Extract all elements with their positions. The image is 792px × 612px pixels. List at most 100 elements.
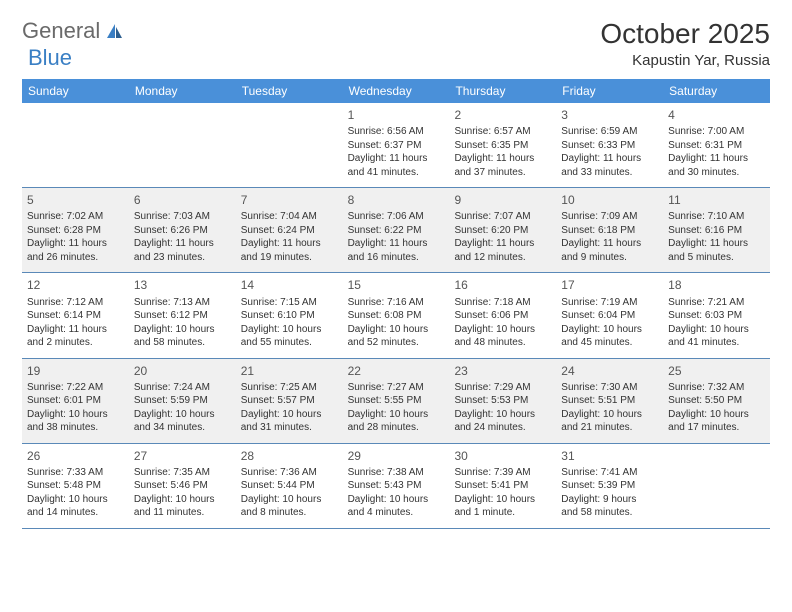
daylight1-text: Daylight: 10 hours: [27, 408, 124, 422]
day-number: 16: [454, 277, 551, 293]
sunrise-text: Sunrise: 7:36 AM: [241, 466, 338, 480]
day-cell: 6 Sunrise: 7:03 AMSunset: 6:26 PMDaylight…: [129, 188, 236, 272]
sunset-text: Sunset: 5:53 PM: [454, 394, 551, 408]
daylight2-text: and 30 minutes.: [668, 166, 765, 180]
daylight2-text: and 31 minutes.: [241, 421, 338, 435]
daylight1-text: Daylight: 11 hours: [348, 152, 445, 166]
sunset-text: Sunset: 5:46 PM: [134, 479, 231, 493]
daylight2-text: and 2 minutes.: [27, 336, 124, 350]
sunrise-text: Sunrise: 7:39 AM: [454, 466, 551, 480]
sunrise-text: Sunrise: 7:41 AM: [561, 466, 658, 480]
day-cell: 10Sunrise: 7:09 AMSunset: 6:18 PMDayligh…: [556, 188, 663, 272]
sunset-text: Sunset: 5:41 PM: [454, 479, 551, 493]
daylight1-text: Daylight: 10 hours: [27, 493, 124, 507]
day-cell: 26Sunrise: 7:33 AMSunset: 5:48 PMDayligh…: [22, 444, 129, 528]
sunset-text: Sunset: 6:14 PM: [27, 309, 124, 323]
day-number: 22: [348, 363, 445, 379]
sunset-text: Sunset: 6:10 PM: [241, 309, 338, 323]
day-cell: 3Sunrise: 6:59 AMSunset: 6:33 PMDaylight…: [556, 103, 663, 187]
sunset-text: Sunset: 5:43 PM: [348, 479, 445, 493]
sunset-text: Sunset: 5:51 PM: [561, 394, 658, 408]
day-cell: 5Sunrise: 7:02 AMSunset: 6:28 PMDaylight…: [22, 188, 129, 272]
day-cell: 2 Sunrise: 6:57 AMSunset: 6:35 PMDaylight…: [449, 103, 556, 187]
sunrise-text: Sunrise: 7:30 AM: [561, 381, 658, 395]
day-header-thu: Thursday: [449, 79, 556, 103]
daylight1-text: Daylight: 10 hours: [134, 408, 231, 422]
sunset-text: Sunset: 6:01 PM: [27, 394, 124, 408]
daylight1-text: Daylight: 11 hours: [241, 237, 338, 251]
sunset-text: Sunset: 6:04 PM: [561, 309, 658, 323]
day-number: 2: [454, 107, 551, 123]
day-cell: 29Sunrise: 7:38 AMSunset: 5:43 PMDayligh…: [343, 444, 450, 528]
sail-icon: [105, 22, 125, 40]
sunrise-text: Sunrise: 6:59 AM: [561, 125, 658, 139]
sunrise-text: Sunrise: 7:09 AM: [561, 210, 658, 224]
sunrise-text: Sunrise: 7:10 AM: [668, 210, 765, 224]
day-header-sun: Sunday: [22, 79, 129, 103]
daylight1-text: Daylight: 11 hours: [561, 237, 658, 251]
sunrise-text: Sunrise: 7:06 AM: [348, 210, 445, 224]
day-number: 20: [134, 363, 231, 379]
daylight1-text: Daylight: 10 hours: [134, 323, 231, 337]
sunrise-text: Sunrise: 7:21 AM: [668, 296, 765, 310]
daylight2-text: and 9 minutes.: [561, 251, 658, 265]
daylight1-text: Daylight: 10 hours: [454, 408, 551, 422]
day-cell: 17Sunrise: 7:19 AMSunset: 6:04 PMDayligh…: [556, 273, 663, 357]
sunrise-text: Sunrise: 7:15 AM: [241, 296, 338, 310]
sunset-text: Sunset: 6:33 PM: [561, 139, 658, 153]
day-number: 29: [348, 448, 445, 464]
daylight2-text: and 58 minutes.: [134, 336, 231, 350]
day-number: 18: [668, 277, 765, 293]
sunset-text: Sunset: 6:31 PM: [668, 139, 765, 153]
day-number: 6: [134, 192, 231, 208]
day-cell: [236, 103, 343, 187]
day-cell: [129, 103, 236, 187]
sunrise-text: Sunrise: 7:22 AM: [27, 381, 124, 395]
sunset-text: Sunset: 6:26 PM: [134, 224, 231, 238]
day-number: 30: [454, 448, 551, 464]
day-number: 9: [454, 192, 551, 208]
sunset-text: Sunset: 6:37 PM: [348, 139, 445, 153]
day-number: 8: [348, 192, 445, 208]
day-cell: 13Sunrise: 7:13 AMSunset: 6:12 PMDayligh…: [129, 273, 236, 357]
daylight2-text: and 24 minutes.: [454, 421, 551, 435]
daylight2-text: and 55 minutes.: [241, 336, 338, 350]
sunrise-text: Sunrise: 7:24 AM: [134, 381, 231, 395]
sunrise-text: Sunrise: 6:57 AM: [454, 125, 551, 139]
daylight1-text: Daylight: 11 hours: [27, 237, 124, 251]
day-number: 14: [241, 277, 338, 293]
day-cell: [663, 444, 770, 528]
day-number: 31: [561, 448, 658, 464]
daylight2-text: and 52 minutes.: [348, 336, 445, 350]
day-number: 26: [27, 448, 124, 464]
daylight2-text: and 48 minutes.: [454, 336, 551, 350]
daylight1-text: Daylight: 10 hours: [561, 323, 658, 337]
sunrise-text: Sunrise: 7:02 AM: [27, 210, 124, 224]
day-cell: 27Sunrise: 7:35 AMSunset: 5:46 PMDayligh…: [129, 444, 236, 528]
daylight2-text: and 14 minutes.: [27, 506, 124, 520]
sunrise-text: Sunrise: 7:03 AM: [134, 210, 231, 224]
day-number: 23: [454, 363, 551, 379]
daylight2-text: and 4 minutes.: [348, 506, 445, 520]
header: General October 2025 Kapustin Yar, Russi…: [22, 18, 770, 69]
daylight1-text: Daylight: 11 hours: [454, 152, 551, 166]
day-number: 24: [561, 363, 658, 379]
day-header-row: Sunday Monday Tuesday Wednesday Thursday…: [22, 79, 770, 103]
day-number: 11: [668, 192, 765, 208]
title-block: October 2025 Kapustin Yar, Russia: [600, 18, 770, 69]
daylight2-text: and 41 minutes.: [348, 166, 445, 180]
sunset-text: Sunset: 6:08 PM: [348, 309, 445, 323]
day-cell: 16Sunrise: 7:18 AMSunset: 6:06 PMDayligh…: [449, 273, 556, 357]
daylight1-text: Daylight: 11 hours: [561, 152, 658, 166]
daylight1-text: Daylight: 10 hours: [668, 408, 765, 422]
sunrise-text: Sunrise: 7:19 AM: [561, 296, 658, 310]
day-cell: 7Sunrise: 7:04 AMSunset: 6:24 PMDaylight…: [236, 188, 343, 272]
sunset-text: Sunset: 5:59 PM: [134, 394, 231, 408]
sunrise-text: Sunrise: 7:35 AM: [134, 466, 231, 480]
sunset-text: Sunset: 6:28 PM: [27, 224, 124, 238]
daylight1-text: Daylight: 11 hours: [134, 237, 231, 251]
daylight2-text: and 5 minutes.: [668, 251, 765, 265]
sunrise-text: Sunrise: 6:56 AM: [348, 125, 445, 139]
sunset-text: Sunset: 6:35 PM: [454, 139, 551, 153]
daylight2-text: and 37 minutes.: [454, 166, 551, 180]
